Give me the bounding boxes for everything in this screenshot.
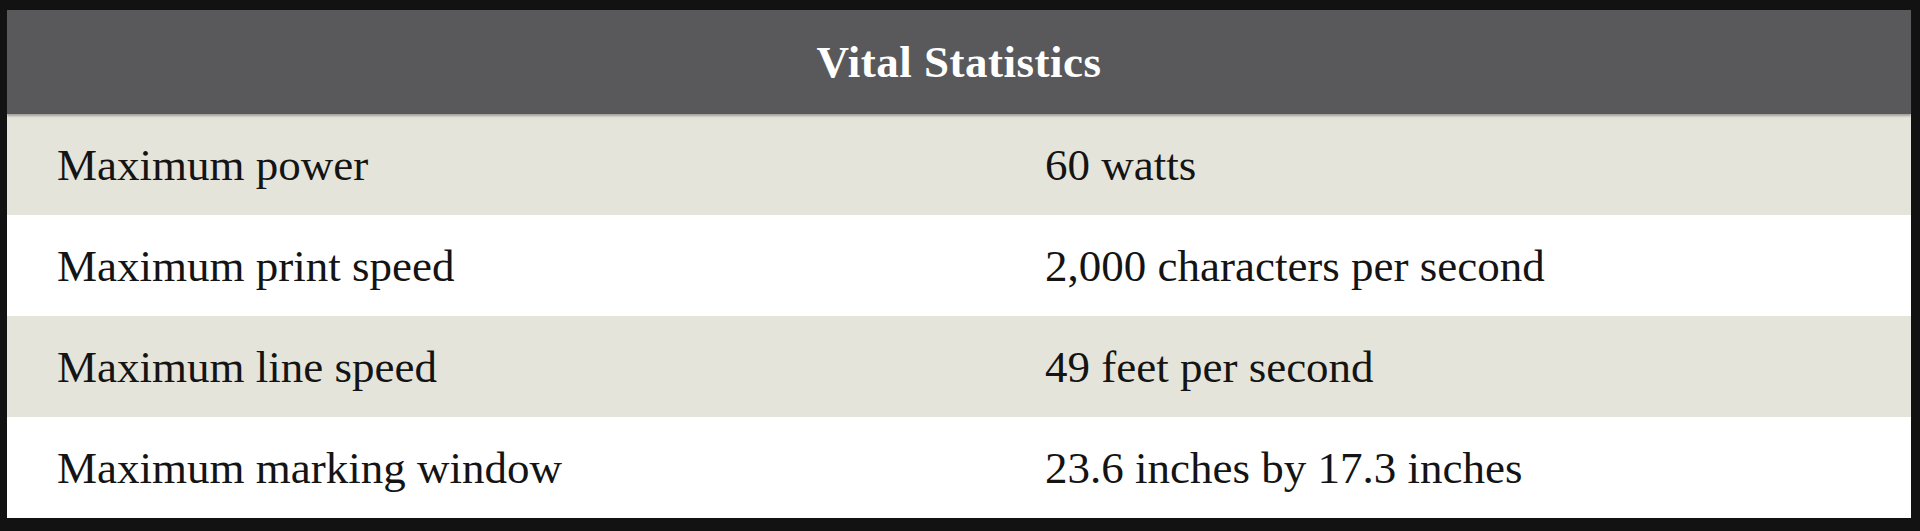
- row-label: Maximum line speed: [7, 341, 1045, 393]
- row-value: 23.6 inches by 17.3 inches: [1045, 442, 1911, 494]
- table-row: Maximum marking window 23.6 inches by 17…: [7, 417, 1911, 518]
- table-row: Maximum print speed 2,000 characters per…: [7, 215, 1911, 316]
- table-row: Maximum power 60 watts: [7, 114, 1911, 215]
- row-label: Maximum marking window: [7, 442, 1045, 494]
- row-value: 49 feet per second: [1045, 341, 1911, 393]
- table-row: Maximum line speed 49 feet per second: [7, 316, 1911, 417]
- row-value: 2,000 characters per second: [1045, 240, 1911, 292]
- row-value: 60 watts: [1045, 139, 1911, 191]
- table-body: Maximum power 60 watts Maximum print spe…: [7, 114, 1911, 518]
- row-label: Maximum print speed: [7, 240, 1045, 292]
- row-label: Maximum power: [7, 139, 1045, 191]
- table-title: Vital Statistics: [7, 10, 1911, 114]
- vital-statistics-table: Vital Statistics Maximum power 60 watts …: [0, 0, 1920, 531]
